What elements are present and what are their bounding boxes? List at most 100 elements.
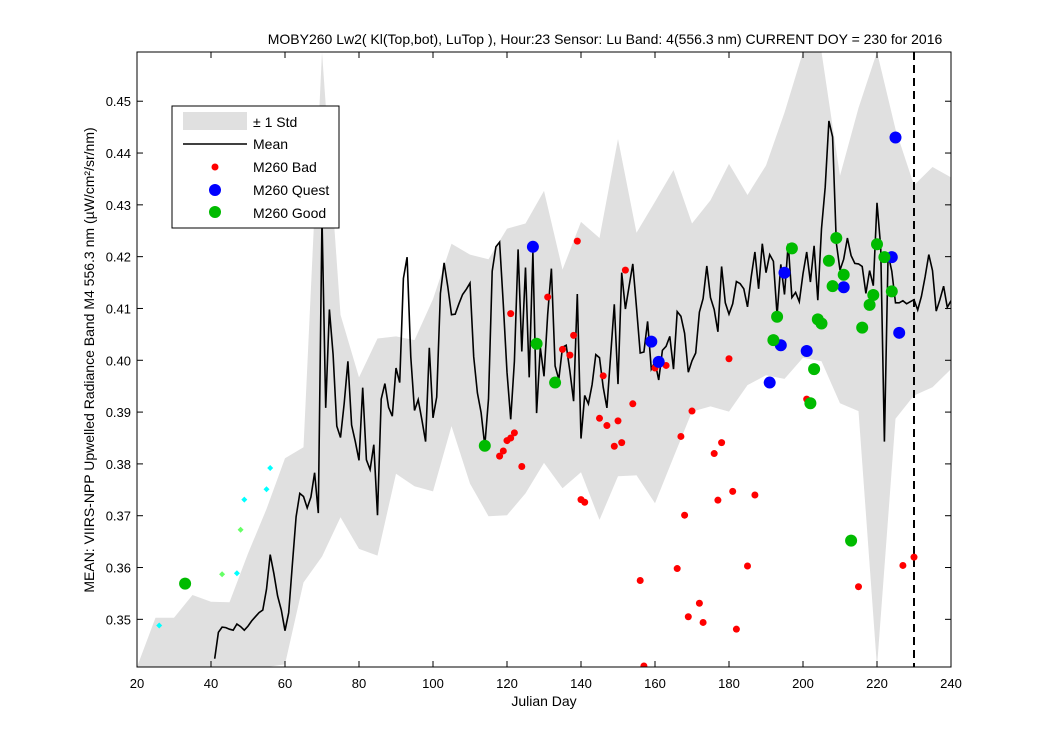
x-tick-label: 180 (718, 676, 740, 691)
bad-point (640, 662, 648, 667)
y-tick-label: 0.39 (106, 405, 131, 420)
legend-swatch-std (183, 112, 247, 130)
bad-point (681, 511, 689, 519)
good-point (878, 251, 891, 264)
good-point (845, 534, 858, 547)
x-tick-label: 220 (866, 676, 888, 691)
bad-point (581, 498, 589, 506)
quest-point (645, 335, 658, 348)
bad-point (507, 310, 515, 318)
x-tick-label: 240 (940, 676, 962, 691)
chart-title: MOBY260 Lw2( Kl(Top,bot), LuTop ), Hour:… (268, 31, 943, 47)
good-point (804, 397, 817, 410)
x-axis-label: Julian Day (511, 693, 576, 709)
x-tick-label: 120 (496, 676, 518, 691)
y-tick-label: 0.35 (106, 612, 131, 627)
prior-bad-point (156, 622, 163, 629)
good-point (837, 268, 850, 281)
prior-bad-point (263, 486, 270, 493)
prior-good-point (219, 571, 226, 578)
y-tick-label: 0.37 (106, 509, 131, 524)
bad-point (695, 599, 703, 607)
bad-point (573, 237, 581, 245)
x-tick-label: 160 (644, 676, 666, 691)
bad-point (699, 618, 707, 626)
bad-point (599, 372, 607, 380)
bad-point (677, 432, 685, 440)
x-tick-label: 200 (792, 676, 814, 691)
bad-point (496, 452, 504, 460)
good-point (771, 310, 784, 323)
bad-point (732, 625, 740, 633)
x-tick-label: 80 (352, 676, 366, 691)
y-tick-label: 0.42 (106, 250, 131, 265)
prior-bad-point (267, 465, 274, 472)
legend-label-quest: M260 Quest (253, 182, 329, 198)
bad-point (710, 450, 718, 458)
bad-point (910, 553, 918, 561)
prior-bad-point (233, 570, 240, 577)
bad-point (621, 266, 629, 274)
bad-point (518, 462, 526, 470)
x-tick-label: 60 (278, 676, 292, 691)
quest-point (652, 355, 665, 368)
y-tick-label: 0.41 (106, 301, 131, 316)
legend-label-mean: Mean (253, 136, 288, 152)
y-tick-label: 0.40 (106, 353, 131, 368)
good-point (826, 280, 839, 293)
data-points (156, 131, 918, 667)
good-point (808, 363, 821, 376)
good-point (867, 288, 880, 301)
y-tick-label: 0.45 (106, 94, 131, 109)
quest-point (526, 240, 539, 253)
good-point (830, 232, 843, 245)
legend-swatch-bad (211, 163, 219, 171)
legend-swatch-quest (209, 184, 221, 196)
bad-point (629, 400, 637, 408)
bad-point (899, 561, 907, 569)
bad-point (725, 355, 733, 363)
legend-label-bad: M260 Bad (253, 159, 317, 175)
bad-point (636, 576, 644, 584)
legend-label-std: ± 1 Std (253, 114, 297, 130)
bad-point (714, 496, 722, 504)
quest-point (893, 326, 906, 339)
x-tick-label: 20 (130, 676, 144, 691)
quest-point (889, 131, 902, 144)
quest-point (763, 376, 776, 389)
bad-point (614, 417, 622, 425)
bad-point (544, 293, 552, 301)
y-axis-ticks: 0.35 0.36 0.37 0.38 0.39 0.40 0.41 0.42 0.43 0.44… (106, 94, 951, 627)
bad-point (688, 407, 696, 415)
bad-point (855, 583, 862, 591)
bad-point (559, 345, 566, 353)
x-tick-label: 40 (204, 676, 218, 691)
bad-point (718, 439, 726, 447)
good-point (856, 321, 869, 334)
bad-point (603, 422, 611, 430)
bad-point (744, 562, 751, 570)
good-point (530, 337, 543, 350)
good-point (785, 242, 798, 255)
x-tick-label: 140 (570, 676, 592, 691)
good-point (478, 439, 491, 452)
std-band (137, 52, 951, 667)
bad-point (566, 351, 574, 359)
bad-point (507, 434, 515, 442)
y-tick-label: 0.44 (106, 146, 131, 161)
quest-point (778, 266, 791, 279)
good-point (871, 238, 883, 251)
y-axis-label: MEAN: VIIRS-NPP Upwelled Radiance Band M… (81, 127, 97, 592)
bad-point (618, 439, 626, 447)
bad-point (729, 487, 737, 495)
quest-point (837, 281, 850, 294)
prior-bad-point (241, 496, 248, 503)
legend-swatch-good (209, 206, 221, 218)
good-point (822, 254, 835, 267)
good-point (767, 334, 780, 347)
mean-line (213, 120, 951, 659)
x-axis-ticks: 20 40 60 80 100 120 140 160 180 200 220 240 (130, 52, 962, 691)
y-tick-label: 0.36 (106, 561, 131, 576)
prior-good-point (237, 526, 244, 533)
